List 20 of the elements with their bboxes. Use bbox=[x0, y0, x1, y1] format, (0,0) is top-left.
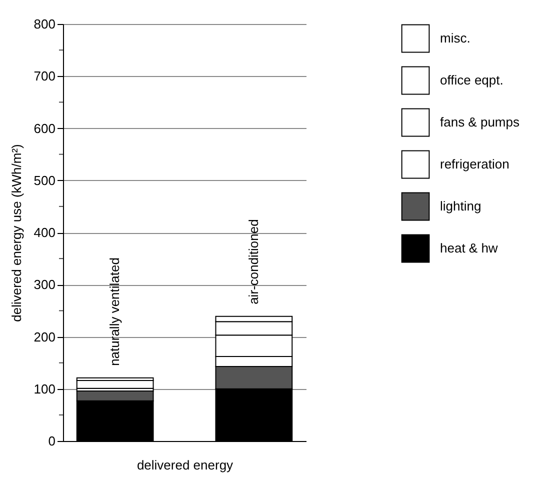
y-tick-label: 700 bbox=[34, 68, 56, 84]
y-tick-label: 300 bbox=[34, 277, 56, 292]
legend-label: refrigeration bbox=[440, 156, 510, 172]
legend-label: office eqpt. bbox=[440, 72, 504, 88]
y-tick-label: 400 bbox=[34, 225, 56, 240]
legend-label: heat & hw bbox=[440, 240, 498, 256]
x-axis-title: delivered energy bbox=[136, 458, 234, 472]
x-tick-label: naturally ventilated bbox=[107, 258, 122, 366]
bar bbox=[76, 380, 154, 389]
x-tick-label: air-conditioned bbox=[246, 219, 261, 304]
legend-label: misc. bbox=[440, 30, 470, 46]
y-tick-label: 100 bbox=[34, 381, 56, 396]
y-tick-label: 800 bbox=[34, 16, 56, 32]
y-tick-label: 0 bbox=[48, 434, 56, 448]
y-tick-label: 600 bbox=[34, 120, 56, 136]
y-axis-title: delivered energy use (kWh/m²) bbox=[8, 144, 24, 322]
legend-label: fans & pumps bbox=[440, 114, 520, 130]
legend-label: lighting bbox=[440, 198, 482, 214]
y-tick-label: 200 bbox=[34, 329, 56, 344]
y-tick-label: 500 bbox=[34, 172, 56, 188]
